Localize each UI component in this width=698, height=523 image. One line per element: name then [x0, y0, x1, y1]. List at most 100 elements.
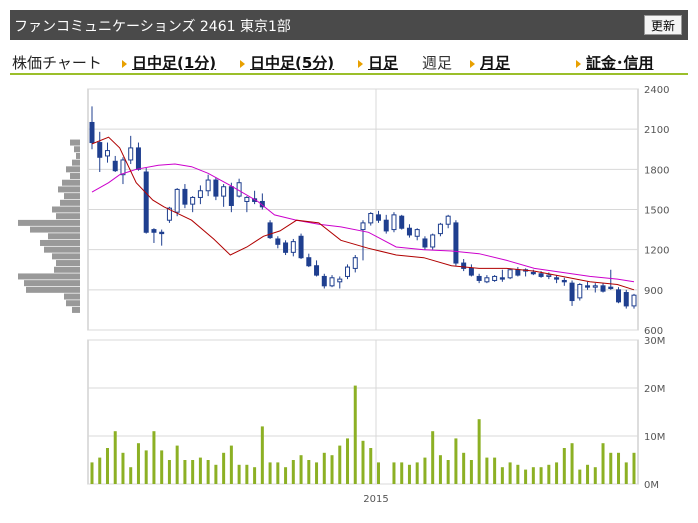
- candle-body: [538, 273, 544, 277]
- chart-period-tabs: 株価チャート 日中足(1分) 日中足(5分) 日足 週足 月足 証金･信用: [10, 51, 688, 75]
- volume-bar: [98, 457, 102, 484]
- candle-body: [89, 121, 95, 144]
- candle-body: [135, 147, 141, 170]
- volume-bar: [431, 431, 435, 484]
- price-profile-bar: [66, 300, 80, 307]
- volume-bar: [524, 469, 528, 484]
- price-profile-bar: [56, 260, 80, 267]
- refresh-button[interactable]: 更新: [643, 15, 682, 35]
- volume-bar: [601, 443, 605, 484]
- price-profile-bar: [72, 159, 80, 166]
- price-tick-label: 1800: [644, 165, 669, 176]
- volume-bar: [493, 457, 497, 484]
- price-tick-label: 2400: [644, 85, 669, 96]
- volume-bar: [369, 448, 373, 484]
- arrow-right-icon: [122, 59, 127, 68]
- price-profile-bar: [76, 152, 80, 159]
- volume-bar: [160, 450, 164, 484]
- price-profile-bar: [70, 173, 80, 180]
- candle-body: [120, 159, 126, 176]
- candle-body: [484, 277, 490, 283]
- volume-bar: [229, 445, 233, 484]
- price-tick-label: 1200: [644, 246, 669, 257]
- price-profile-bar: [26, 286, 80, 293]
- candle-body: [104, 150, 110, 157]
- volume-bar: [586, 464, 590, 484]
- volume-tick-label: 20M: [644, 384, 665, 395]
- price-profile-bar: [18, 219, 80, 226]
- arrow-right-icon: [240, 59, 245, 68]
- price-profile-bar: [48, 233, 80, 240]
- volume-bar: [392, 462, 396, 484]
- volume-bar: [469, 460, 473, 484]
- price-profile-bar: [30, 226, 80, 233]
- volume-bar: [175, 445, 179, 484]
- candle-body: [499, 277, 505, 280]
- price-profile-bar: [24, 280, 80, 287]
- volume-bar: [477, 419, 481, 484]
- volume-bar: [198, 457, 202, 484]
- volume-bar: [299, 455, 303, 484]
- volume-bar: [562, 448, 566, 484]
- tab-intraday-5min[interactable]: 日中足(5分): [240, 52, 334, 73]
- moving-average-long-line: [91, 163, 635, 283]
- tab-label: 月足: [480, 54, 511, 72]
- candle-body: [360, 222, 366, 231]
- candle-body: [608, 286, 614, 289]
- price-profile-bar: [66, 166, 80, 173]
- x-axis-year-label: 2015: [363, 494, 388, 505]
- volume-bar: [500, 467, 504, 484]
- candle-body: [112, 160, 118, 172]
- volume-bar: [531, 467, 535, 484]
- price-profile-bar: [54, 266, 80, 273]
- volume-tick-label: 30M: [644, 336, 665, 347]
- tab-monthly[interactable]: 月足: [470, 52, 510, 73]
- candle-body: [321, 275, 327, 287]
- price-profile-bar: [56, 213, 80, 220]
- tab-daily[interactable]: 日足: [358, 52, 398, 73]
- tab-margin[interactable]: 証金･信用: [576, 52, 654, 73]
- candle-body: [97, 142, 103, 158]
- volume-bar: [338, 445, 342, 484]
- volume-bar: [237, 464, 241, 484]
- candle-body: [306, 257, 312, 267]
- candle-body: [228, 186, 234, 206]
- candle-body: [430, 234, 436, 248]
- volume-bar: [276, 462, 280, 484]
- candle-body: [515, 269, 521, 276]
- volume-bar: [222, 452, 226, 484]
- price-tick-label: 900: [644, 286, 663, 297]
- candle-body: [406, 227, 412, 236]
- candle-body: [585, 285, 591, 288]
- candle-body: [244, 196, 250, 202]
- tab-intraday-1min[interactable]: 日中足(1分): [122, 52, 216, 73]
- moving-average-short-line: [91, 136, 635, 291]
- candle-body: [399, 215, 405, 229]
- candle-body: [213, 179, 219, 197]
- price-tick-label: 2100: [644, 125, 669, 136]
- volume-bar: [361, 440, 365, 484]
- volume-bar: [423, 457, 427, 484]
- candle-body: [190, 196, 196, 205]
- volume-bar: [376, 462, 380, 484]
- candle-body: [221, 186, 227, 197]
- arrow-right-icon: [358, 59, 363, 68]
- volume-bar: [400, 462, 404, 484]
- candle-body: [298, 235, 304, 259]
- price-profile-bar: [58, 186, 80, 193]
- volume-bar: [617, 452, 621, 484]
- price-profile-bar: [18, 273, 80, 280]
- title-bar: ファンコミュニケーションズ 2461 東京1部 更新: [10, 10, 688, 40]
- volume-bar: [462, 452, 466, 484]
- candle-body: [143, 171, 149, 233]
- volume-bar: [144, 450, 148, 484]
- price-tick-label: 600: [644, 326, 663, 337]
- candle-body: [468, 267, 474, 276]
- volume-bar: [570, 443, 574, 484]
- volume-bar: [322, 452, 326, 484]
- tab-weekly: 週足: [422, 54, 453, 72]
- volume-bar: [152, 431, 156, 484]
- candle-body: [368, 213, 374, 224]
- volume-bar: [183, 460, 187, 484]
